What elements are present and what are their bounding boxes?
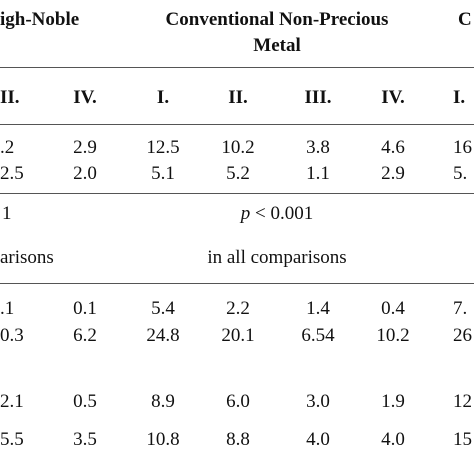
p-value: p < 0.001 xyxy=(241,203,313,225)
group-header: C xyxy=(458,9,472,30)
cell: 12 xyxy=(453,391,472,412)
cell: 2.9 xyxy=(381,163,405,184)
note-left: arisons xyxy=(0,247,54,268)
cell: 6.0 xyxy=(226,391,250,412)
column-header: II. xyxy=(0,87,20,108)
cell: 26 xyxy=(453,325,472,346)
column-header: II. xyxy=(228,87,248,108)
cell: 2.2 xyxy=(226,298,250,319)
cell: 1.1 xyxy=(306,163,330,184)
cell: 0.5 xyxy=(73,391,97,412)
cell: 0.3 xyxy=(0,325,24,346)
cell: 10.8 xyxy=(146,429,180,450)
column-header: IV. xyxy=(73,87,97,108)
group-header: igh-Noble xyxy=(0,9,80,30)
cell: 2.1 xyxy=(0,391,24,412)
cell: 12.5 xyxy=(146,137,180,158)
rule xyxy=(0,283,474,284)
p-symbol: p xyxy=(240,203,251,224)
group-header: Metal xyxy=(253,35,301,56)
cell: 2.9 xyxy=(73,137,97,158)
cell: 20.1 xyxy=(221,325,255,346)
cell: 6.54 xyxy=(301,325,335,346)
group-header: Conventional Non-Precious xyxy=(165,9,389,30)
p-row-left: 1 xyxy=(2,203,12,224)
cell: 5.4 xyxy=(151,298,175,319)
cell: 3.0 xyxy=(306,391,330,412)
column-header: I. xyxy=(453,87,466,108)
cell: 8.9 xyxy=(151,391,175,412)
cell: 4.0 xyxy=(306,429,330,450)
cell: 3.8 xyxy=(306,137,330,158)
cell: 4.6 xyxy=(381,137,405,158)
rule xyxy=(0,67,474,68)
cell: 15 xyxy=(453,429,472,450)
cell: 16 xyxy=(453,137,472,158)
note-center: in all comparisons xyxy=(207,247,347,268)
cell: 4.0 xyxy=(381,429,405,450)
cell: 5.5 xyxy=(0,429,24,450)
cell: .2 xyxy=(0,137,15,158)
rule xyxy=(0,124,474,125)
cell: 5.1 xyxy=(151,163,175,184)
cell: 0.4 xyxy=(381,298,405,319)
cell: 10.2 xyxy=(376,325,410,346)
rule xyxy=(0,193,474,194)
column-header: IV. xyxy=(381,87,405,108)
cell: 6.2 xyxy=(73,325,97,346)
column-header: III. xyxy=(304,87,332,108)
cell: 0.1 xyxy=(73,298,97,319)
cell: 3.5 xyxy=(73,429,97,450)
cell: 2.5 xyxy=(0,163,24,184)
cell: 7. xyxy=(453,298,468,319)
cell: 24.8 xyxy=(146,325,180,346)
cell: 5.2 xyxy=(226,163,250,184)
cell: .1 xyxy=(0,298,15,319)
p-text: < 0.001 xyxy=(255,203,314,224)
cell: 2.0 xyxy=(73,163,97,184)
cell: 8.8 xyxy=(226,429,250,450)
cell: 1.9 xyxy=(381,391,405,412)
column-header: I. xyxy=(156,87,170,108)
cell: 1.4 xyxy=(306,298,330,319)
cell: 10.2 xyxy=(221,137,255,158)
cell: 5. xyxy=(453,163,468,184)
